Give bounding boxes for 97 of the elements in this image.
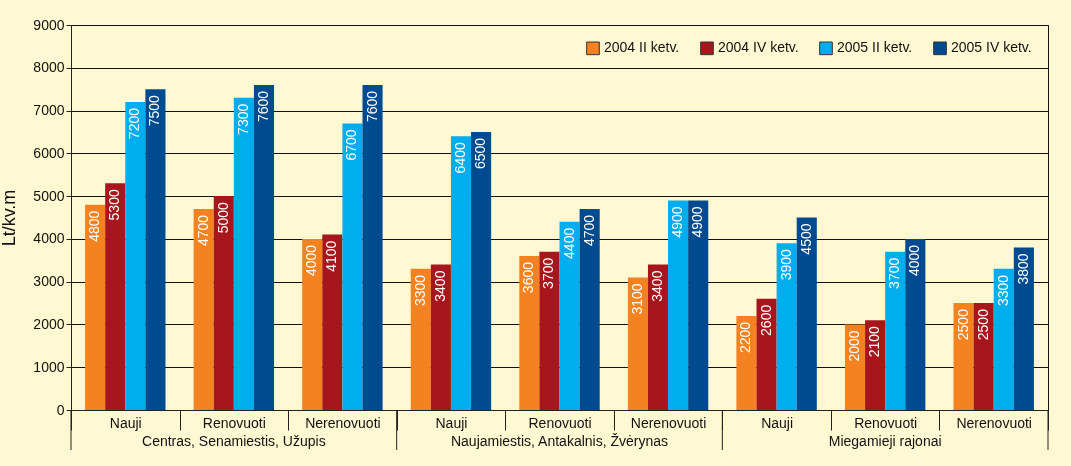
bar: [342, 123, 363, 410]
y-tick-label: 6000: [33, 144, 65, 161]
x-tick-label: Renovuoti: [854, 414, 918, 431]
data-label: 3900: [777, 248, 794, 281]
data-label: 4800: [86, 210, 103, 242]
data-label: 3700: [540, 257, 557, 289]
data-label: 2500: [974, 308, 991, 341]
bar: [627, 277, 648, 410]
bar: [953, 303, 974, 410]
y-tick-label: 2000: [33, 315, 65, 332]
data-label: 4900: [689, 206, 706, 238]
x-tick-label: Nerenovuoti: [305, 414, 381, 431]
y-tick-label: 5000: [33, 187, 65, 204]
data-label: 4500: [797, 223, 814, 255]
data-label: 2200: [737, 321, 754, 354]
bar: [736, 315, 757, 410]
data-label: 3400: [649, 270, 665, 302]
text: Miegamieji rajonai: [828, 433, 942, 449]
y-tick-label: 8000: [33, 59, 65, 76]
legend-label: 2004 II ketv.: [604, 39, 680, 56]
data-label: 7500: [146, 94, 163, 127]
data-label: 3800: [1014, 253, 1031, 285]
y-tick-label: 1000: [33, 358, 65, 375]
bar: [756, 298, 777, 410]
x-tick-label: Nauji: [435, 414, 468, 431]
data-label: 2100: [866, 325, 883, 358]
bar: [471, 131, 492, 410]
bar: [410, 268, 431, 410]
bar: [905, 238, 926, 410]
data-label: 7600: [254, 90, 271, 123]
bar: [233, 97, 254, 410]
x-tick-label: Nauji: [761, 414, 794, 431]
legend-label: 2004 IV ketv.: [718, 39, 799, 56]
x-tick-label: Nauji: [109, 414, 142, 431]
data-label: 7300: [234, 103, 251, 135]
bar: [450, 136, 472, 410]
bar: [213, 196, 234, 410]
data-label: 4400: [560, 227, 577, 259]
bar: [559, 221, 580, 410]
bar: [302, 238, 323, 410]
bar: [647, 264, 669, 410]
x-tick-label: Nerenovuoti: [630, 414, 707, 431]
bar: [973, 303, 994, 410]
bar: [539, 251, 560, 410]
data-label: 4700: [580, 214, 597, 247]
y-tick-label: 3000: [33, 273, 65, 290]
bar: [688, 200, 709, 410]
x-tick-label: Renovuoti: [202, 414, 266, 431]
bar: [322, 234, 343, 410]
bar: [362, 84, 383, 410]
data-label: 7600: [363, 90, 380, 123]
bar: [993, 268, 1014, 410]
data-label: 4000: [303, 244, 320, 277]
bar: [105, 183, 126, 410]
data-label: 3300: [994, 274, 1011, 306]
text: Naujamiestis, Antakalnis, Žvėrynas: [450, 433, 669, 449]
legend-label: 2005 II ketv.: [837, 39, 913, 56]
bar: [145, 89, 166, 410]
data-label: 3100: [628, 283, 645, 315]
data-label: 6400: [452, 142, 468, 174]
bar: [253, 84, 275, 410]
y-axis-title: Lt/kv.m: [0, 189, 20, 247]
bar: [579, 208, 600, 410]
bar: [193, 208, 214, 410]
data-label: 2600: [757, 304, 774, 336]
bar: [519, 256, 540, 410]
x-tick-label: Nerenovuoti: [956, 414, 1032, 431]
data-label: 7200: [126, 107, 143, 140]
y-tick-label: 4000: [33, 230, 65, 247]
data-label: 4700: [194, 214, 211, 247]
bar: [1013, 247, 1034, 410]
data-label: 4000: [906, 244, 923, 277]
legend-label: 2005 IV ketv.: [951, 39, 1032, 56]
data-label: 5300: [106, 189, 123, 221]
data-label: 5000: [214, 201, 231, 234]
x-tick-label: Renovuoti: [528, 414, 592, 431]
data-label: 4100: [323, 240, 340, 272]
text: Centras, Senamiestis, Užupis: [142, 433, 326, 449]
data-label: 3400: [431, 270, 448, 302]
bar: [430, 264, 451, 410]
y-tick-label: 9000: [33, 16, 65, 33]
data-label: 3700: [886, 257, 903, 289]
bar: [85, 204, 106, 410]
bar: [885, 251, 906, 410]
data-label: 6700: [343, 129, 360, 161]
data-label: 2500: [954, 308, 971, 341]
data-label: 6500: [472, 137, 489, 170]
bar: [796, 217, 817, 410]
data-label: 2000: [846, 330, 863, 362]
data-label: 3300: [411, 274, 428, 306]
data-label: 3600: [520, 261, 537, 294]
bar: [668, 200, 689, 410]
bar: [125, 102, 146, 410]
data-label: 4900: [669, 206, 686, 238]
bar: [776, 243, 797, 410]
y-tick-label: 0: [56, 401, 65, 418]
y-tick-label: 7000: [33, 102, 65, 119]
